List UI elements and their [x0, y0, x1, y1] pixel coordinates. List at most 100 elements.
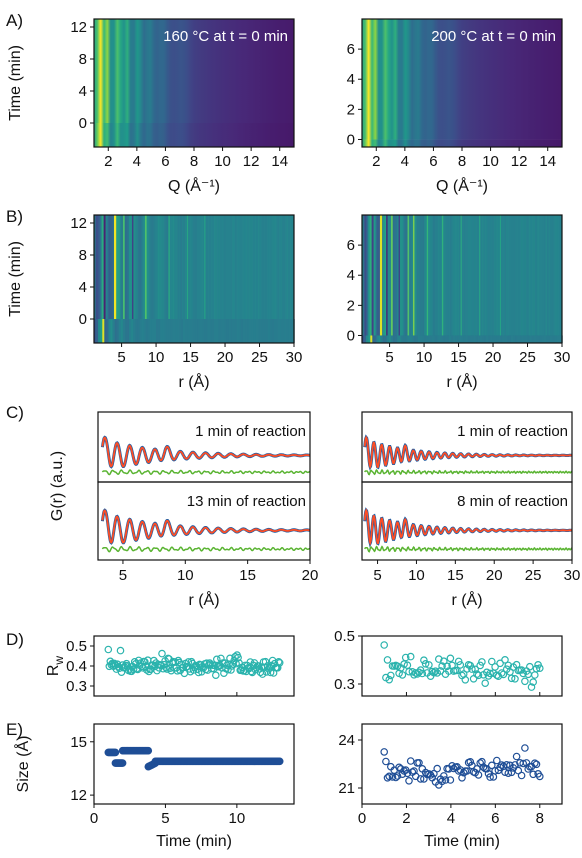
c1-data-line-1	[100, 435, 311, 469]
b1-ytick-label-8: 8	[79, 247, 87, 264]
d2-ytick-label-0.5: 0.5	[334, 628, 355, 645]
b2-stripe-lower	[436, 335, 439, 343]
b1-stripe	[286, 215, 289, 319]
b2-stripe-lower	[364, 335, 367, 343]
b2-stripe-lower	[362, 335, 365, 343]
d2-point	[487, 657, 496, 666]
b1-stripe	[273, 215, 275, 319]
d1-point	[212, 671, 220, 680]
b1-stripe-lower	[228, 319, 231, 343]
b2-xtick-label-20: 20	[485, 349, 502, 366]
e2-point	[491, 766, 499, 775]
b1-stripe-lower	[133, 319, 136, 343]
b2-stripe	[530, 215, 532, 336]
b2-xtick-label-30: 30	[554, 349, 571, 366]
e2-point	[382, 757, 390, 766]
b1-stripe-lower	[178, 319, 181, 343]
b1-stripe-lower	[141, 319, 144, 343]
panel-label-b: B)	[6, 207, 23, 226]
b1-stripe	[213, 215, 216, 319]
d1-point	[163, 665, 171, 673]
d2-point	[401, 653, 410, 662]
b1-xtick-label-25: 25	[251, 349, 268, 366]
b1-stripe	[183, 215, 186, 319]
b2-peak-stripe	[379, 215, 383, 336]
b2-stripe-lower	[409, 335, 412, 343]
b2-ytick-label-4: 4	[347, 267, 355, 284]
b1-stripe	[236, 215, 239, 319]
b2-stripe	[533, 215, 535, 336]
b2-stripe	[492, 215, 494, 336]
b1-stripe-lower	[265, 319, 268, 343]
b1-stripe	[230, 215, 233, 319]
b2-stripe-lower	[374, 335, 377, 343]
d2-point	[466, 661, 475, 670]
b2-stripe-lower	[366, 335, 369, 343]
b2-stripe-lower	[393, 335, 396, 343]
b2-stripe-lower	[430, 335, 433, 343]
b1-stripe	[139, 215, 142, 319]
d1-point	[213, 655, 221, 664]
b1-stripe-lower	[176, 319, 179, 343]
a1-xtick-label-14: 14	[271, 153, 288, 170]
d1-ytick-label-0.4: 0.4	[66, 658, 87, 675]
b2-stripe	[507, 215, 510, 336]
b2-stripe	[436, 215, 438, 336]
b2-stripe	[494, 215, 496, 336]
b2-frame	[361, 214, 563, 344]
b2-stripe-lower	[488, 335, 491, 343]
e1-point	[111, 748, 120, 757]
d2-point	[421, 659, 430, 668]
b2-stripe-lower	[405, 335, 408, 343]
e2-point	[530, 759, 539, 768]
b2-stripe	[443, 215, 446, 336]
b2-stripe-lower	[508, 335, 511, 343]
b2-stripe	[474, 215, 476, 336]
c1-difference-line-2	[101, 545, 311, 553]
b2-stripe	[446, 215, 449, 336]
b1-stripe	[241, 215, 243, 319]
b2-stripe-lower	[552, 335, 555, 343]
b1-stripe-lower	[158, 319, 161, 343]
b1-stripe	[178, 215, 181, 319]
b1-stripe	[153, 215, 155, 319]
d1-point	[275, 658, 284, 667]
b1-stripe-lower	[278, 319, 281, 343]
b1-stripe	[156, 215, 158, 319]
c1-xtick-label-20: 20	[302, 567, 319, 584]
b2-stripe	[430, 215, 432, 336]
b1-stripe	[245, 215, 248, 319]
b2-stripe-lower	[537, 335, 540, 343]
b2-stripe	[472, 215, 475, 336]
b1-stripe	[97, 215, 99, 319]
c2-xtick-label-10: 10	[408, 567, 425, 584]
b2-stripe	[416, 215, 419, 336]
e2-point	[430, 769, 438, 778]
c1-frame-2	[97, 481, 311, 561]
b1-stripe-lower	[209, 319, 212, 343]
b2-peak-stripe	[371, 215, 374, 336]
b2-stripe-lower	[455, 335, 458, 343]
b1-stripe-lower	[98, 319, 101, 343]
b2-stripe-lower	[380, 335, 383, 343]
a1-heatmap-lower	[94, 123, 294, 147]
b1-stripe	[138, 215, 140, 319]
b2-stripe	[362, 215, 364, 336]
b2-stripe	[477, 215, 479, 336]
b1-stripe	[282, 215, 284, 319]
b2-stripe	[451, 215, 454, 336]
b1-stripe	[235, 215, 237, 319]
a2-xtick-label-6: 6	[429, 153, 437, 170]
b1-stripe	[222, 215, 225, 319]
b1-stripe-lower	[94, 319, 97, 343]
b2-stripe-lower	[446, 335, 449, 343]
b1-stripe-lower	[257, 319, 260, 343]
d2-point	[383, 656, 392, 664]
b1-stripe-lower	[185, 319, 188, 343]
b2-peak-stripe	[413, 215, 415, 336]
d2-ytick-label-0.3: 0.3	[334, 676, 355, 693]
b2-stripe-lower	[506, 335, 509, 343]
b1-stripe	[100, 215, 102, 319]
b2-stripe-lower	[513, 335, 516, 343]
b2-stripe	[421, 215, 423, 336]
